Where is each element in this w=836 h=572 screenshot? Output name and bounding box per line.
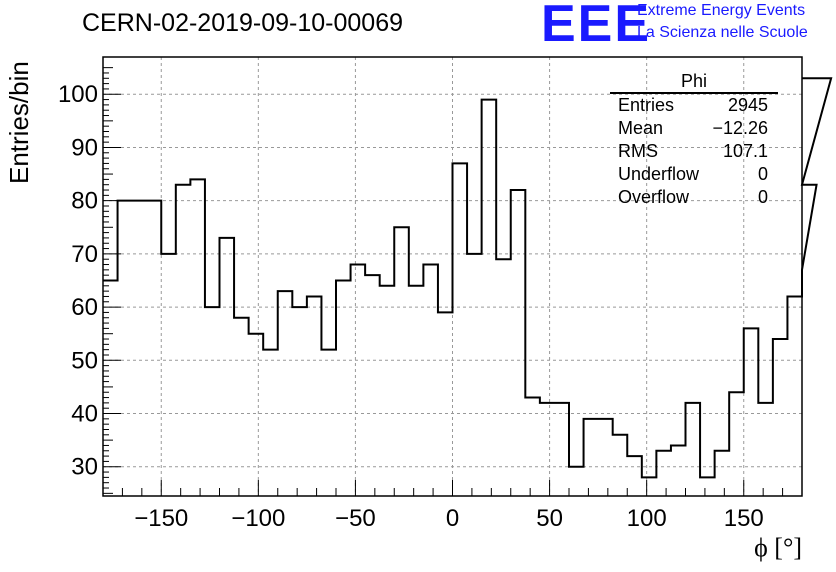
logo-line-1: Extreme Energy Events (637, 2, 806, 19)
y-tick-label: 80 (71, 188, 98, 215)
stats-row-underflow: Underflow 0 (610, 163, 778, 186)
stats-row-rms: RMS 107.1 (610, 140, 778, 163)
chart-title: CERN-02-2019-09-10-00069 (82, 9, 404, 37)
eee-logo: EEE (541, 0, 652, 53)
y-tick-label: 100 (58, 81, 98, 108)
stats-title: Phi (610, 71, 778, 94)
x-tick-label: 50 (536, 505, 563, 532)
stats-label: RMS (618, 141, 658, 161)
stats-value: −12.26 (712, 118, 768, 138)
logo-line-2: La Scienza nelle Scuole (637, 24, 808, 41)
stats-box: Phi Entries 2945 Mean −12.26 RMS 107.1 Unde… (610, 71, 778, 209)
stats-row-entries: Entries 2945 (610, 94, 778, 117)
stats-value: 0 (757, 187, 768, 207)
x-tick-label: −100 (231, 505, 285, 532)
stats-label: Mean (618, 118, 664, 138)
x-tick-label: −50 (335, 505, 376, 532)
y-axis: 30 40 50 60 70 80 90 100 (58, 67, 121, 494)
x-tick-label: 100 (627, 505, 667, 532)
stats-value: 0 (757, 164, 768, 184)
x-tick-label: −150 (134, 505, 188, 532)
stats-label: Overflow (618, 187, 690, 207)
stats-value: 107.1 (722, 141, 768, 161)
x-axis-label: ϕ [°] (754, 533, 802, 562)
y-tick-label: 40 (71, 401, 98, 428)
y-axis-label: Entries/bin (4, 61, 34, 184)
stats-label: Underflow (618, 164, 700, 184)
stats-row-overflow: Overflow 0 (610, 186, 778, 209)
y-tick-label: 90 (71, 134, 98, 161)
x-axis: −150 −100 −50 0 50 100 150 (102, 480, 803, 532)
histogram-line (103, 77, 833, 479)
y-tick-label: 50 (71, 347, 98, 374)
x-tick-label: 150 (724, 505, 764, 532)
stats-row-mean: Mean −12.26 (610, 117, 778, 140)
stats-label: Entries (618, 95, 675, 115)
y-tick-label: 70 (71, 241, 98, 268)
stats-value: 2945 (727, 95, 768, 115)
x-tick-label: 0 (446, 505, 459, 532)
y-tick-label: 30 (71, 454, 98, 481)
y-tick-label: 60 (71, 294, 98, 321)
